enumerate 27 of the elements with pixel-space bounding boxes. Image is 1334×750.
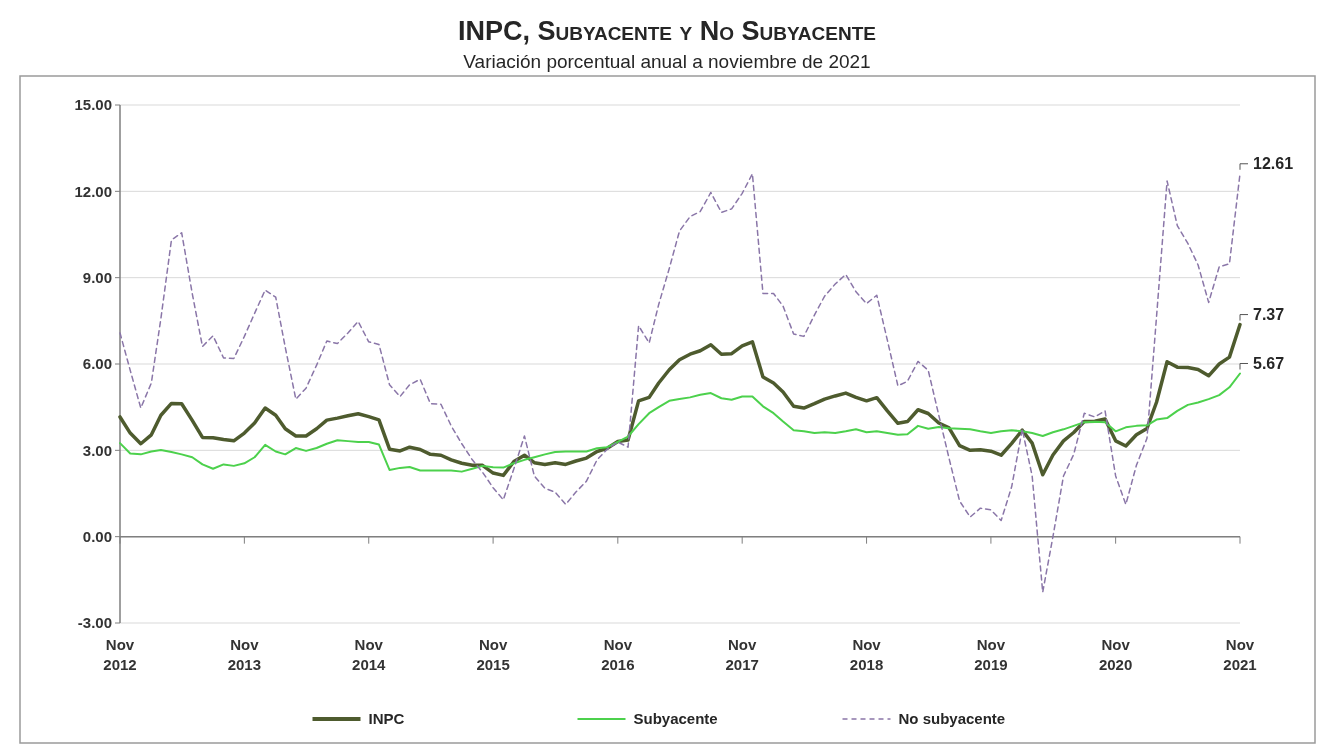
y-tick-label: 0.00 — [82, 527, 112, 545]
y-tick-label: -3.00 — [77, 614, 112, 632]
annotation: 7.37 — [1253, 306, 1285, 324]
x-tick-label: Nov 2018 — [849, 636, 884, 673]
annotation: 12.61 — [1253, 155, 1294, 173]
annotation: 5.67 — [1253, 355, 1285, 373]
legend-label: No subyacente — [898, 710, 1006, 728]
x-tick-label: Nov 2016 — [601, 636, 635, 673]
x-tick-label: Nov 2013 — [227, 636, 262, 673]
y-tick-label: 12.00 — [74, 182, 112, 200]
y-tick-label: 15.00 — [74, 96, 112, 114]
x-tick-label: Nov 2017 — [725, 636, 759, 673]
legend-label: Subyacente — [633, 710, 718, 728]
line-series — [119, 372, 1241, 473]
y-tick-label: 3.00 — [82, 441, 112, 459]
y-tick-label: 6.00 — [82, 355, 112, 373]
x-tick-label: Nov 2015 — [476, 636, 510, 673]
chart-title: INPC, Subyacente y No Subyacente — [458, 16, 876, 46]
x-tick-label: Nov 2014 — [352, 636, 387, 673]
x-tick-label: Nov 2021 — [1223, 636, 1257, 673]
legend-label: INPC — [368, 710, 405, 728]
line-series — [118, 322, 1242, 478]
x-tick-label: Nov 2019 — [974, 636, 1008, 673]
x-tick-label: Nov 2012 — [103, 636, 137, 673]
chart-subtitle: Variación porcentual anual a noviembre de 2021 — [463, 51, 871, 72]
y-tick-label: 9.00 — [82, 268, 112, 286]
x-tick-label: Nov 2020 — [1098, 636, 1133, 673]
